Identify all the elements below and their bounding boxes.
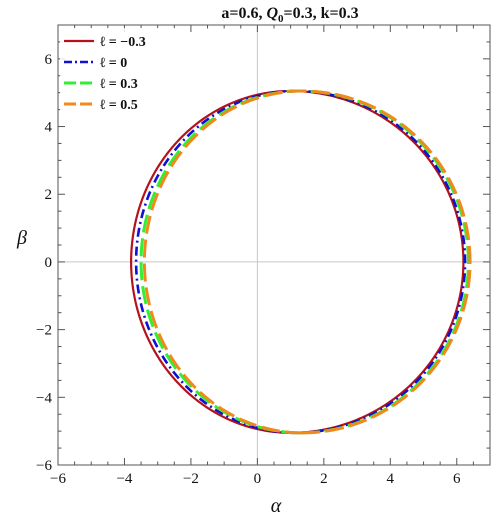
series-curve-3	[142, 89, 472, 435]
legend: ℓ = −0.3 ℓ = 0 ℓ = 0.3 ℓ = 0.5	[60, 28, 178, 124]
y-tick-label: −4	[36, 390, 52, 406]
legend-label-0: ℓ = −0.3	[99, 35, 146, 50]
x-tick-label: 2	[320, 471, 328, 487]
x-tick-label: −4	[116, 471, 132, 487]
chart-title: a=0.6, Q0=0.3, k=0.3	[221, 5, 358, 25]
y-axis-label: β	[16, 227, 27, 249]
legend-label-2: ℓ = 0.3	[99, 77, 138, 92]
y-tick-label: 4	[45, 120, 53, 136]
y-tick-label: 6	[45, 52, 53, 68]
plot-area: −6 −4 −2 0 2 4 6 −6 −4 −2 0 2 4 6	[36, 24, 491, 487]
x-tick-label: −2	[183, 471, 199, 487]
y-tick-label: −6	[36, 458, 52, 474]
x-axis-label: α	[271, 495, 282, 517]
y-tick-label: 2	[45, 187, 53, 203]
y-tick-label: 0	[45, 255, 53, 271]
x-tick-label: 4	[387, 471, 395, 487]
legend-label-1: ℓ = 0	[99, 56, 127, 71]
legend-label-3: ℓ = 0.5	[99, 98, 138, 113]
y-tick-label: −2	[36, 323, 52, 339]
x-tick-label: −6	[50, 471, 66, 487]
x-tick-label: 6	[453, 471, 461, 487]
x-tick-label: 0	[254, 471, 262, 487]
legend-box	[60, 28, 178, 124]
